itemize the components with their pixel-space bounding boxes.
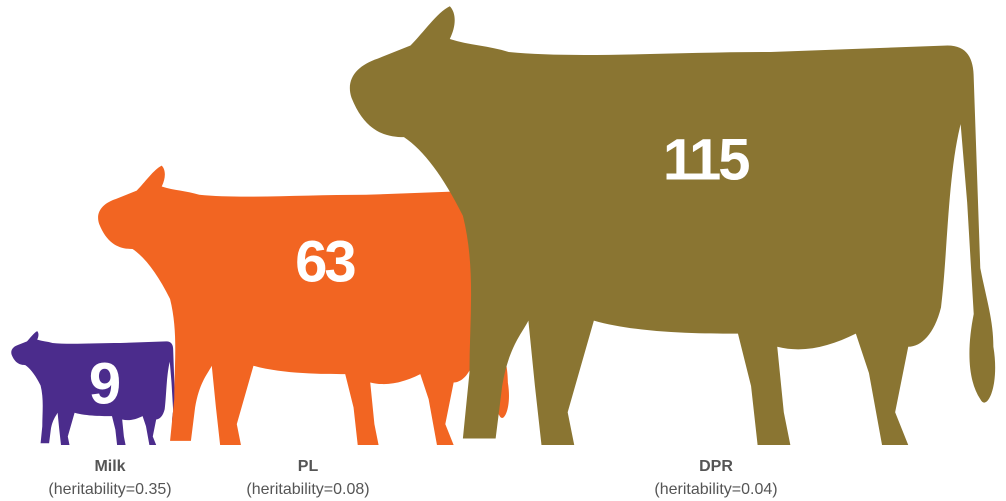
category-note: (heritability=0.35) [48,481,171,498]
category-note: (heritability=0.08) [246,481,369,498]
category-note: (heritability=0.04) [654,481,777,498]
category-label: PL [298,458,319,475]
category-label: DPR [699,458,733,475]
value-label: 63 [295,230,355,295]
category-label: Milk [94,458,125,475]
value-label: 115 [663,127,749,192]
value-label: 9 [89,351,120,416]
